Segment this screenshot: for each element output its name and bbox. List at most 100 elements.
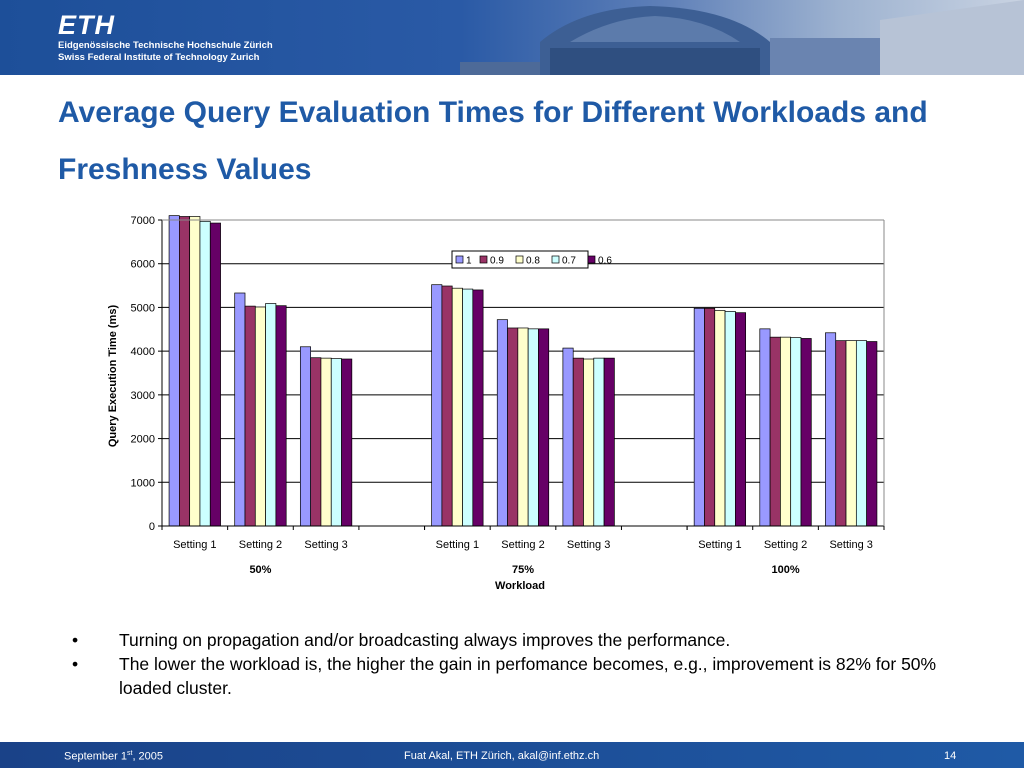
bar: [341, 358, 353, 527]
footer-date-year: , 2005: [132, 750, 164, 763]
slide-title: Average Query Evaluation Times for Diffe…: [58, 96, 928, 186]
bar: [431, 284, 443, 527]
legend-label: 0.7: [562, 256, 576, 267]
bar-series: [168, 215, 878, 527]
bullet-item: • Turning on propagation and/or broadcas…: [64, 628, 964, 652]
footer-date: September 1st, 2005: [64, 750, 163, 763]
legend-label: 0.8: [526, 256, 540, 267]
bar: [693, 307, 705, 527]
bar: [704, 307, 716, 527]
institution-name-en: Swiss Federal Institute of Technology Zu…: [58, 52, 260, 63]
bar: [780, 336, 792, 527]
bar-chart: 0 1000 2000 3000 4000 5000 6000 7000 Setting 1 Se…: [107, 215, 885, 592]
group-label: 75%: [512, 564, 534, 576]
legend-swatch: [551, 255, 560, 264]
bar: [179, 216, 191, 527]
x-tick-label: Setting 3: [829, 539, 872, 551]
bar: [330, 358, 342, 527]
bar: [603, 357, 615, 527]
bar: [583, 358, 595, 527]
legend: 1 0.9 0.8 0.7 0.6: [451, 250, 612, 269]
bar: [593, 357, 605, 527]
footer-author: Fuat Akal, ETH Zürich, akal@inf.ethz.ch: [404, 750, 600, 762]
footer-date-suffix: st: [126, 750, 133, 757]
bar: [790, 337, 802, 527]
page-number: 14: [944, 750, 957, 762]
bar: [209, 222, 221, 527]
legend-swatch: [515, 255, 524, 264]
y-axis-title: Query Execution Time (ms): [107, 305, 119, 448]
bar: [800, 338, 812, 527]
header-banner: ETH Eidgenössische Technische Hochschule…: [0, 0, 1024, 75]
bar: [244, 305, 256, 527]
group-label: 100%: [771, 564, 799, 576]
axis-labels: 0 1000 2000 3000 4000 5000 6000 7000 Setting 1 Se…: [131, 215, 873, 576]
bar: [265, 303, 277, 527]
bar: [320, 357, 332, 527]
axes: [158, 219, 885, 530]
bar: [496, 319, 508, 527]
x-tick-label: Setting 3: [304, 539, 347, 551]
bar: [189, 216, 201, 527]
institution-name-de: Eidgenössische Technische Hochschule Zür…: [58, 40, 273, 51]
x-tick-label: Setting 1: [173, 539, 216, 551]
x-tick-label: Setting 1: [698, 539, 741, 551]
bar: [855, 340, 867, 527]
x-tick-label: Setting 2: [764, 539, 807, 551]
footer-date-day: September 1: [64, 750, 127, 763]
bar: [299, 346, 311, 527]
bar: [441, 285, 453, 527]
bar: [759, 328, 771, 527]
bullet-text: The lower the workload is, the higher th…: [119, 654, 937, 698]
bar: [825, 332, 837, 527]
y-tick-label: 2000: [131, 434, 155, 446]
group-label: 50%: [249, 564, 271, 576]
bar: [451, 287, 463, 527]
y-tick-label: 5000: [131, 302, 155, 314]
x-axis-title: Workload: [495, 580, 545, 592]
bar: [254, 306, 266, 527]
bar: [168, 215, 180, 527]
y-tick-label: 7000: [131, 215, 155, 227]
y-tick-label: 1000: [131, 477, 155, 489]
legend-label: 0.6: [598, 256, 612, 267]
y-tick-label: 3000: [131, 390, 155, 402]
y-tick-label: 0: [149, 521, 155, 533]
x-tick-label: Setting 3: [567, 539, 610, 551]
bar: [714, 310, 726, 527]
bar: [527, 328, 539, 527]
legend-swatch: [455, 255, 464, 264]
bar: [835, 340, 847, 527]
y-tick-label: 6000: [131, 259, 155, 271]
x-tick-label: Setting 2: [239, 539, 282, 551]
bar: [724, 311, 736, 527]
x-tick-label: Setting 1: [436, 539, 479, 551]
bullet-list: • Turning on propagation and/or broadcas…: [64, 628, 964, 700]
bar: [769, 336, 781, 527]
bar: [462, 288, 474, 527]
bar: [275, 305, 287, 527]
legend-swatch: [587, 255, 596, 264]
bar: [234, 292, 246, 527]
bar: [310, 357, 322, 527]
bar: [572, 357, 584, 527]
eth-building-photo: [460, 0, 1024, 75]
bar: [538, 328, 550, 527]
eth-logo: ETH: [58, 10, 115, 40]
bullet-text: Turning on propagation and/or broadcasti…: [119, 630, 731, 650]
footer-bar: September 1st, 2005 Fuat Akal, ETH Züric…: [0, 742, 1024, 768]
bar: [562, 347, 574, 527]
bar: [517, 327, 529, 527]
bullet-marker: •: [72, 630, 79, 650]
bar: [845, 340, 857, 527]
bullet-marker: •: [72, 654, 79, 674]
y-tick-label: 4000: [131, 346, 155, 358]
legend-label: 0.9: [490, 256, 504, 267]
bar: [472, 289, 484, 527]
legend-swatch: [479, 255, 488, 264]
legend-label: 1: [466, 256, 472, 267]
bullet-item: • The lower the workload is, the higher …: [64, 652, 964, 700]
bar: [507, 327, 519, 527]
x-tick-label: Setting 2: [501, 539, 544, 551]
bar: [735, 312, 747, 527]
